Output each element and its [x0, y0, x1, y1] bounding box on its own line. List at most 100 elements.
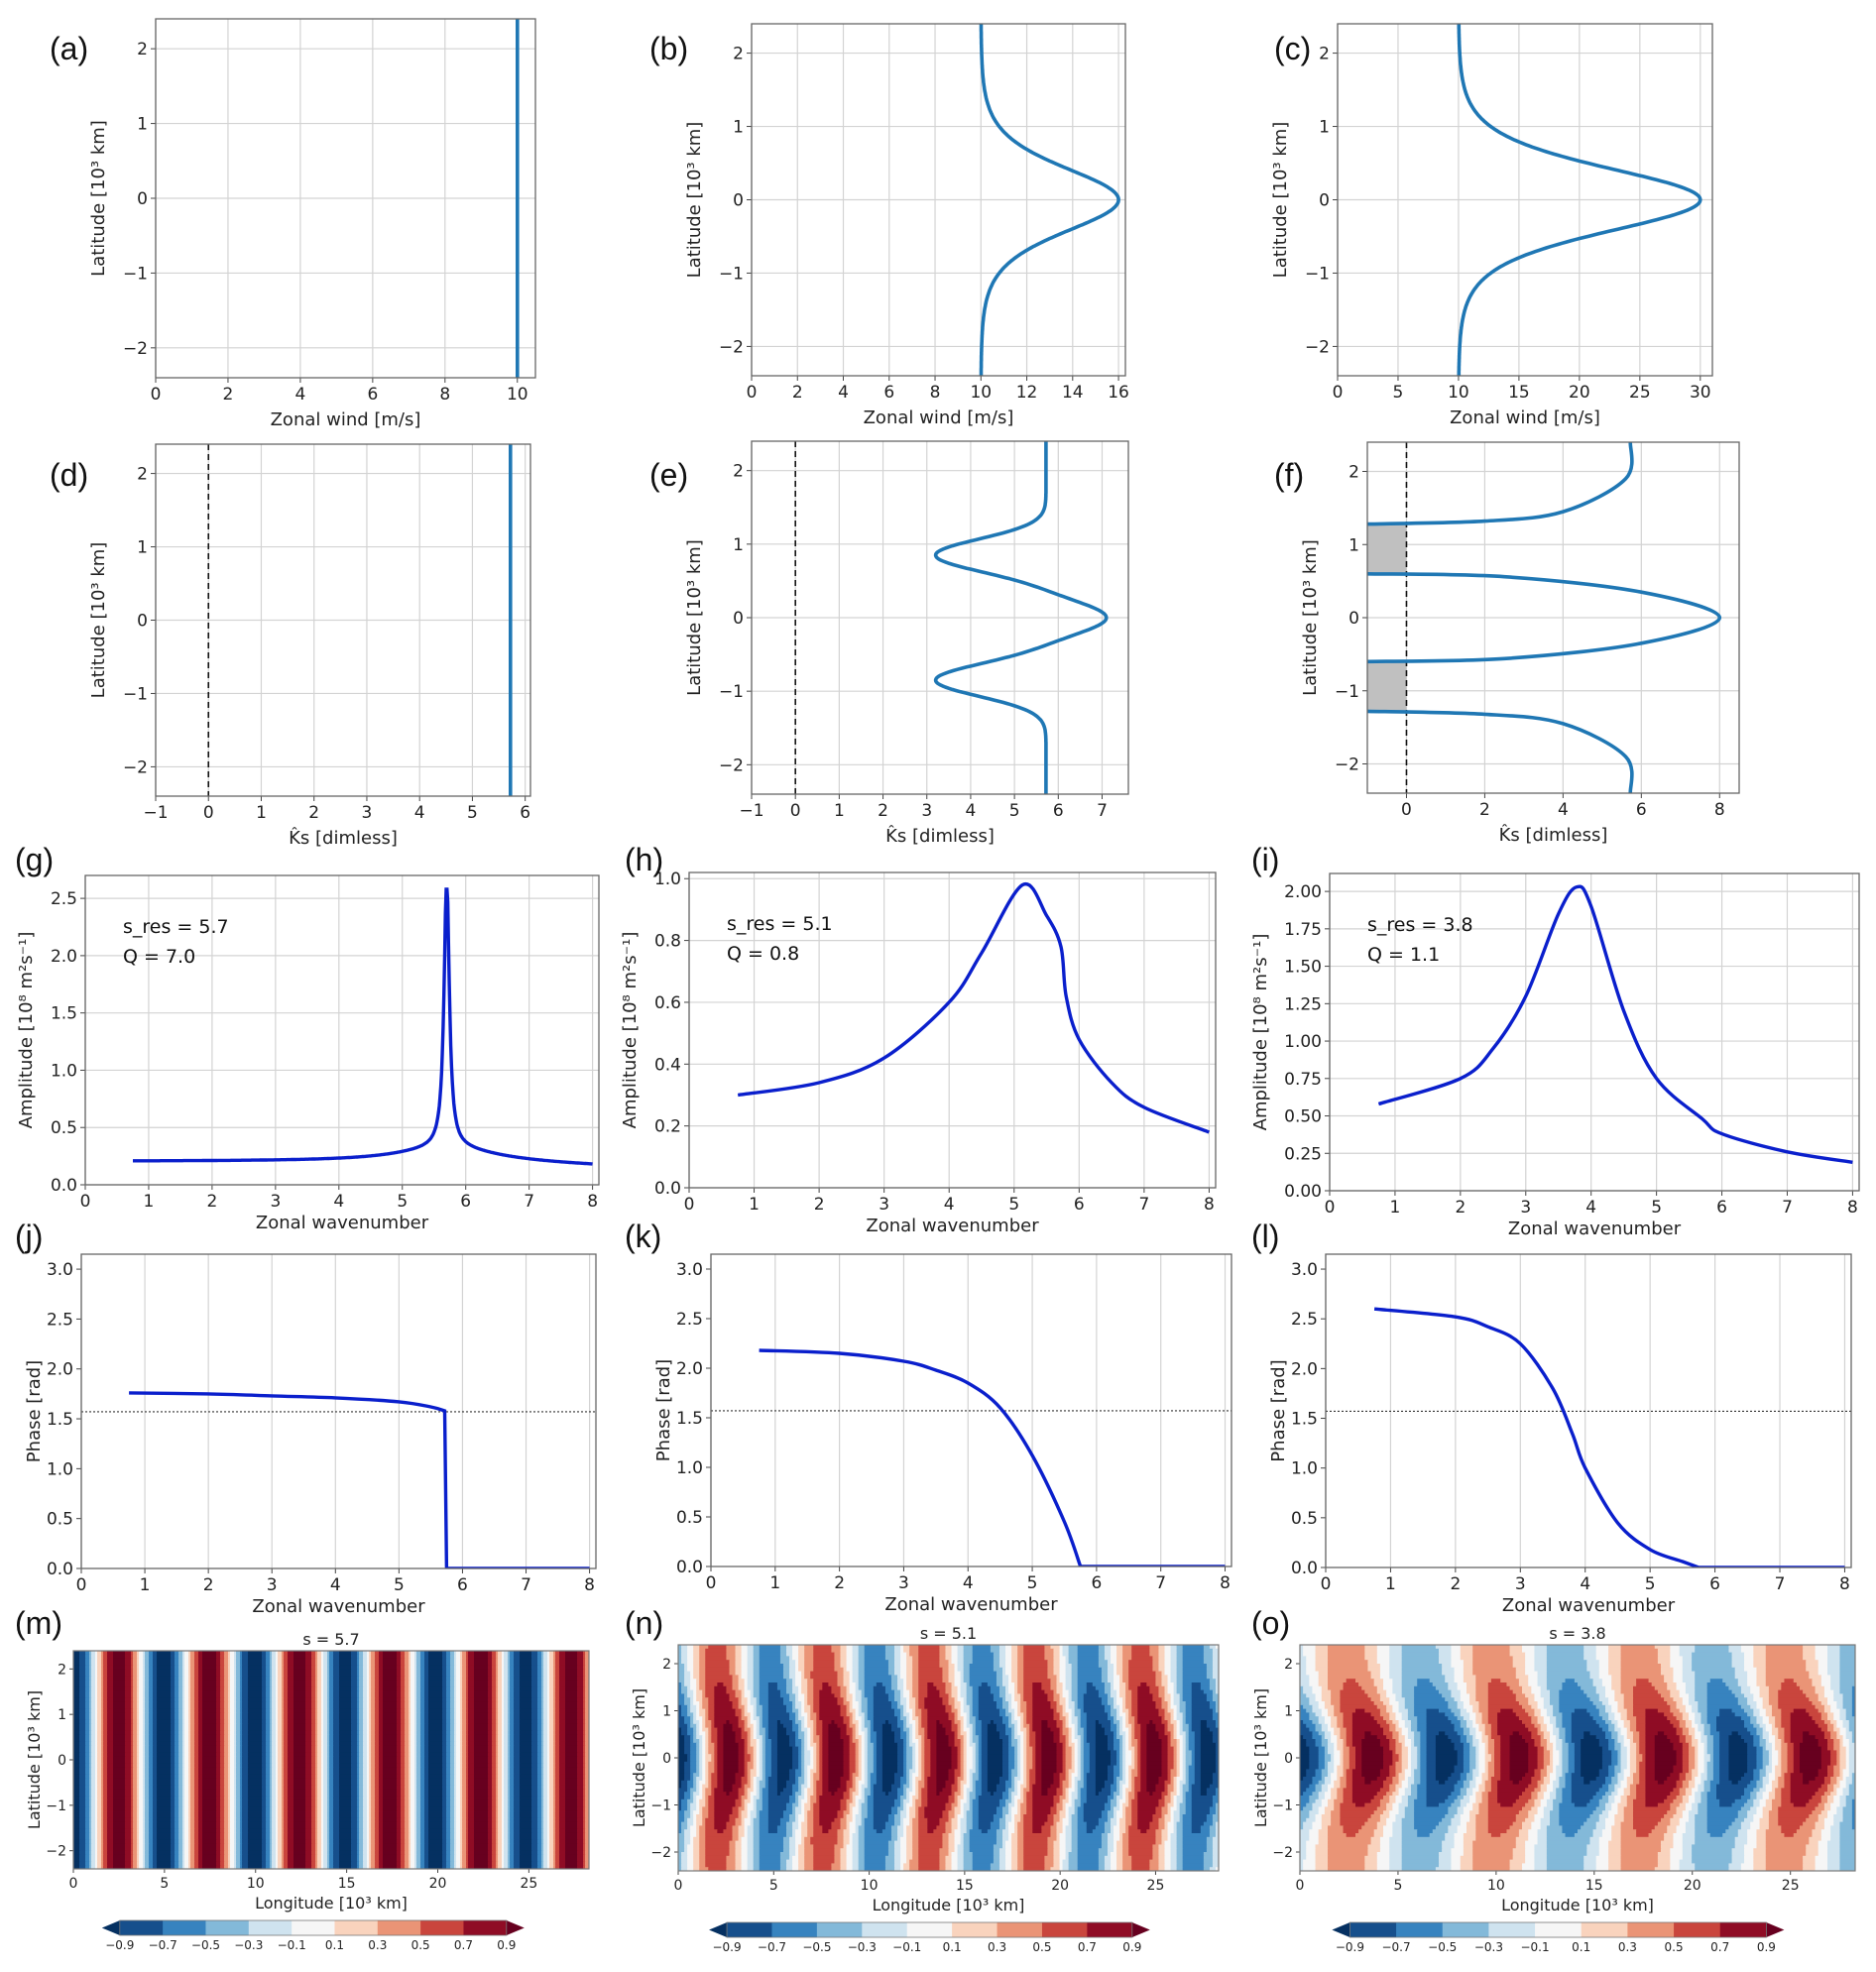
- contour-cell: [91, 1708, 96, 1713]
- contour-cell: [327, 1719, 330, 1724]
- contour-cell: [242, 1778, 249, 1783]
- contour-cell: [543, 1680, 548, 1684]
- contour-cell: [446, 1676, 451, 1681]
- contour-cell: [555, 1774, 560, 1779]
- contour-cell: [401, 1723, 406, 1728]
- contour-cell: [234, 1719, 237, 1724]
- contour-cell: [149, 1680, 154, 1684]
- contour-cell: [460, 1734, 463, 1739]
- contour-cell: [171, 1697, 176, 1702]
- contour-cell: [585, 1723, 589, 1728]
- contour-cell: [139, 1749, 144, 1754]
- axes-frame: [84, 874, 600, 1186]
- contour-cell: [305, 1741, 312, 1746]
- y-tick-label: 2.5: [676, 1310, 703, 1330]
- contour-cell: [367, 1774, 370, 1779]
- contour-cell: [323, 1716, 328, 1721]
- contour-cell: [125, 1669, 132, 1674]
- contour-cell: [327, 1745, 330, 1750]
- contour-cell: [424, 1669, 429, 1674]
- contour-cell: [284, 1705, 289, 1710]
- contour-cell: [502, 1719, 505, 1724]
- contour-cell: [89, 1712, 92, 1717]
- contour-cell: [143, 1734, 146, 1739]
- contour-cell: [278, 1727, 283, 1732]
- contour-cell: [401, 1763, 406, 1768]
- contour-cell: [446, 1658, 451, 1663]
- contour-cell: [284, 1730, 289, 1735]
- contour-cell: [131, 1763, 134, 1768]
- contour-cell: [379, 1778, 384, 1783]
- contour-cell: [149, 1752, 154, 1757]
- contour-cell: [405, 1701, 410, 1706]
- contour-cell: [276, 1676, 279, 1681]
- contour-cell: [514, 1708, 521, 1713]
- data-line: [1367, 709, 1634, 793]
- contour-cell: [502, 1760, 505, 1765]
- contour-cell: [323, 1741, 328, 1746]
- contour-cell: [262, 1723, 267, 1728]
- contour-cell: [305, 1673, 312, 1678]
- contour-cell: [293, 1782, 306, 1787]
- contour-cell: [188, 1760, 191, 1765]
- contour-cell: [184, 1654, 189, 1659]
- contour-cell: [224, 1708, 229, 1713]
- contour-cell: [502, 1730, 505, 1735]
- contour-cell: [157, 1683, 172, 1688]
- contour-cell: [224, 1701, 229, 1706]
- contour-cell: [520, 1763, 532, 1768]
- contour-cell: [270, 1782, 273, 1787]
- contour-cell: [333, 1690, 340, 1695]
- contour-cell: [420, 1745, 425, 1750]
- contour-cell: [379, 1782, 384, 1787]
- contour-cell: [97, 1686, 102, 1691]
- contour-cell: [371, 1669, 376, 1674]
- contour-cell: [446, 1694, 451, 1699]
- contour-cell: [272, 1730, 277, 1735]
- contour-cell: [266, 1727, 271, 1732]
- contour-cell: [454, 1716, 457, 1721]
- contour-cell: [428, 1734, 443, 1739]
- contour-cell: [462, 1708, 467, 1713]
- contour-cell: [549, 1763, 554, 1768]
- contour-cell: [502, 1708, 505, 1713]
- contour-cell: [240, 1701, 243, 1706]
- contour-cell: [107, 1745, 114, 1750]
- contour-cell: [460, 1752, 463, 1757]
- contour-cell: [182, 1763, 185, 1768]
- contour-cell: [502, 1745, 505, 1750]
- contour-cell: [95, 1778, 98, 1783]
- contour-cell: [194, 1774, 199, 1779]
- contour-cell: [555, 1738, 560, 1743]
- contour-cell: [585, 1756, 589, 1761]
- contour-cell: [103, 1712, 108, 1717]
- contour-cell: [492, 1745, 497, 1750]
- contour-cell: [508, 1690, 511, 1695]
- contour-cell: [496, 1705, 499, 1710]
- x-tick-label: 4: [1558, 800, 1569, 820]
- contour-cell: [323, 1785, 328, 1790]
- contour-cell: [397, 1701, 402, 1706]
- y-tick-label: 2.0: [47, 1360, 73, 1380]
- contour-cell: [149, 1690, 154, 1695]
- contour-cell: [101, 1738, 104, 1743]
- contour-cell: [272, 1701, 277, 1706]
- contour-cell: [311, 1716, 316, 1721]
- contour-cell: [409, 1723, 411, 1728]
- contour-cell: [125, 1651, 132, 1656]
- contour-cell: [216, 1683, 221, 1688]
- contour-cell: [369, 1734, 372, 1739]
- contour-cell: [236, 1749, 241, 1754]
- contour-cell: [202, 1756, 217, 1761]
- contour-cell: [405, 1767, 410, 1772]
- contour-cell: [508, 1741, 511, 1746]
- contour-cell: [321, 1708, 324, 1713]
- contour-cell: [315, 1738, 318, 1743]
- contour-cell: [456, 1654, 461, 1659]
- contour-cell: [414, 1752, 417, 1757]
- contour-cell: [278, 1767, 283, 1772]
- contour-cell: [488, 1752, 493, 1757]
- contour-cell: [510, 1763, 515, 1768]
- contour-cell: [228, 1730, 231, 1735]
- contour-cell: [79, 1734, 86, 1739]
